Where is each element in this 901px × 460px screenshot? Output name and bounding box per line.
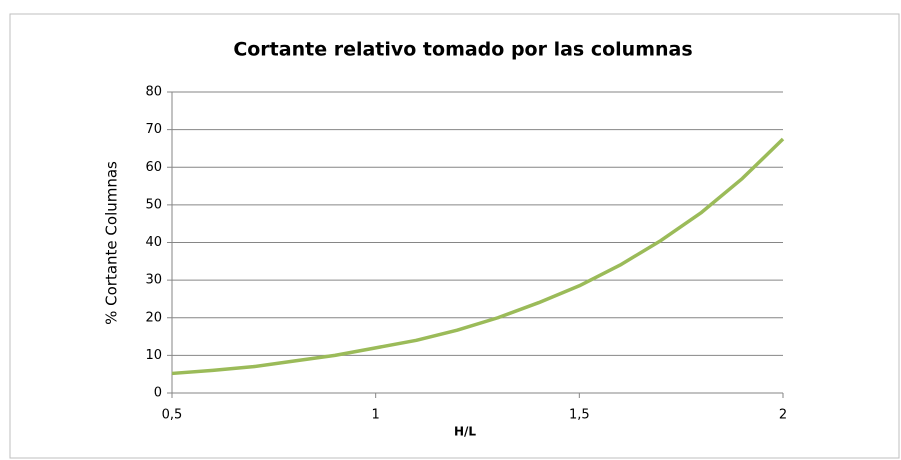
x-tick-label: 0,5 — [162, 408, 183, 423]
y-tick-label: 60 — [145, 160, 162, 175]
y-tick-label: 10 — [145, 348, 162, 363]
x-axis-label: H/L — [454, 425, 476, 439]
y-tick-label: 30 — [145, 273, 162, 288]
y-tick-label: 20 — [145, 310, 162, 325]
y-tick-label: 0 — [154, 386, 162, 401]
x-tick-label: 2 — [779, 408, 787, 423]
chart-frame — [9, 13, 900, 459]
y-tick-label: 70 — [145, 122, 162, 137]
line-series — [171, 137, 785, 376]
x-tick-label: 1 — [372, 408, 380, 423]
x-tick-label: 1,5 — [569, 408, 590, 423]
y-tick-label: 80 — [145, 85, 162, 100]
y-tick-label: 50 — [145, 197, 162, 212]
y-axis-label: % Cortante Columnas — [103, 161, 121, 325]
y-tick-label: 40 — [145, 235, 162, 250]
chart-title: Cortante relativo tomado por las columna… — [233, 39, 692, 61]
